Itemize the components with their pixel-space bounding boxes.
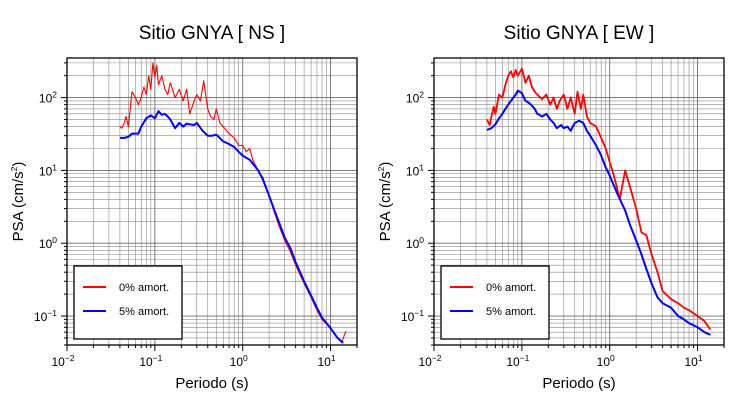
chart2-legend-label-damping-0: 0% amort.	[486, 282, 536, 294]
chart1-x-axis-label: Periodo (s)	[175, 375, 248, 392]
chart1-x-tick-label: 10−1	[139, 353, 162, 369]
chart1-panel: 10−2 10−1 100 101 10−1 100 101 102 Sitio GNYA [ …	[9, 23, 358, 392]
chart2-series-damping-0-line	[486, 67, 712, 331]
chart1-y-tick-label: 10−1	[34, 308, 57, 324]
chart1-legend-label-damping-0: 0% amort.	[119, 282, 169, 294]
chart1-y-axis-label: PSA (cm/s2)	[9, 162, 27, 242]
chart2-x-tick-label: 101	[685, 353, 703, 369]
chart1-x-tick-label: 100	[230, 353, 248, 369]
chart1-y-tick-label: 101	[39, 162, 57, 178]
chart2-x-tick-label: 10−1	[506, 353, 529, 369]
chart1-x-tick-label: 101	[318, 353, 336, 369]
chart2-legend: 0% amort. 5% amort.	[440, 265, 550, 340]
chart2-y-tick-label: 101	[406, 162, 424, 178]
chart1-legend-label-damping-5: 5% amort.	[119, 306, 169, 318]
chart1-y-tick-label: 102	[39, 90, 57, 106]
chart2-panel: 10−2 10−1 100 101 10−1 100 101 102 Sitio GNYA [ …	[376, 23, 725, 392]
chart2-x-tick-label: 10−2	[418, 353, 441, 369]
chart1-series-damping-5-line	[119, 110, 344, 344]
chart1-frame	[66, 57, 358, 346]
chart2-y-tick-label: 10−1	[401, 308, 424, 324]
chart2-legend-box	[440, 265, 550, 340]
chart2-y-tick-label: 102	[406, 90, 424, 106]
chart1-series-damping-0-line	[119, 62, 347, 342]
chart2-x-axis-label: Periodo (s)	[542, 375, 615, 392]
chart2-frame	[433, 57, 725, 346]
chart1-title: Sitio GNYA [ NS ]	[139, 23, 285, 44]
chart1-legend-box	[73, 265, 183, 340]
chart1-y-tick-label: 100	[39, 235, 57, 251]
chart2-y-axis-label: PSA (cm/s2)	[376, 162, 394, 242]
chart2-series-damping-5-line	[486, 89, 711, 336]
chart2-title: Sitio GNYA [ EW ]	[504, 23, 655, 44]
chart2-y-tick-label: 100	[406, 235, 424, 251]
chart1-x-tick-label: 10−2	[51, 353, 74, 369]
chart2-x-tick-label: 100	[597, 353, 615, 369]
chart2-legend-label-damping-5: 5% amort.	[486, 306, 536, 318]
chart1-legend: 0% amort. 5% amort.	[73, 265, 183, 340]
